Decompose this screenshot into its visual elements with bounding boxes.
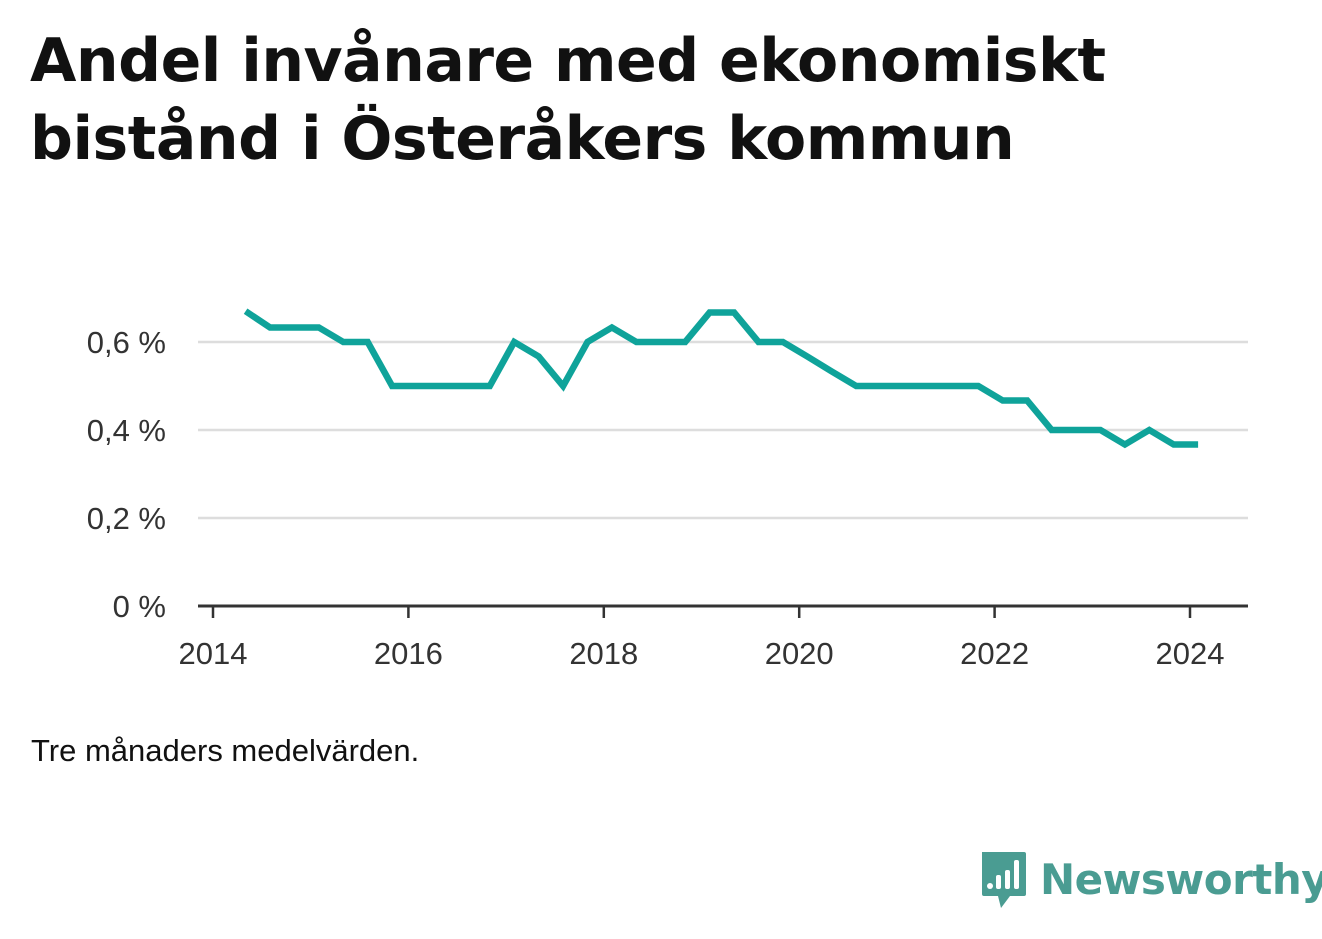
y-axis-tick-labels: 0 % 0,2 % 0,4 % 0,6 % — [87, 325, 166, 624]
y-tick-label-2: 0,4 % — [87, 413, 166, 448]
y-tick-label-3: 0,6 % — [87, 325, 166, 360]
y-tick-label-1: 0,2 % — [87, 501, 166, 536]
series-line-0 — [243, 308, 1199, 449]
x-tick-label-2: 2018 — [569, 636, 638, 671]
brand-name: Newsworthy — [1040, 854, 1322, 904]
x-tick-label-5: 2024 — [1156, 636, 1225, 671]
x-axis: 2014 2016 2018 2020 2022 2024 — [179, 604, 1248, 671]
brand-logo: Newsworthy — [978, 846, 1322, 912]
x-tick-label-3: 2020 — [765, 636, 834, 671]
line-chart: 0 %0,2 %0,4 %0,6 % 2014 2016 2018 2020 2022 2… — [87, 308, 1248, 671]
series-group — [243, 308, 1199, 449]
newsworthy-logo-icon — [982, 852, 1026, 908]
chart-title: Andel invånare med ekonomiskt bistånd i … — [30, 26, 1106, 174]
y-tick-label-0: 0 % — [113, 589, 166, 624]
chart-note: Tre månaders medelvärden. — [31, 733, 420, 768]
x-tick-label-4: 2022 — [960, 636, 1029, 671]
x-tick-label-0: 2014 — [179, 636, 248, 671]
x-tick-label-1: 2016 — [374, 636, 443, 671]
